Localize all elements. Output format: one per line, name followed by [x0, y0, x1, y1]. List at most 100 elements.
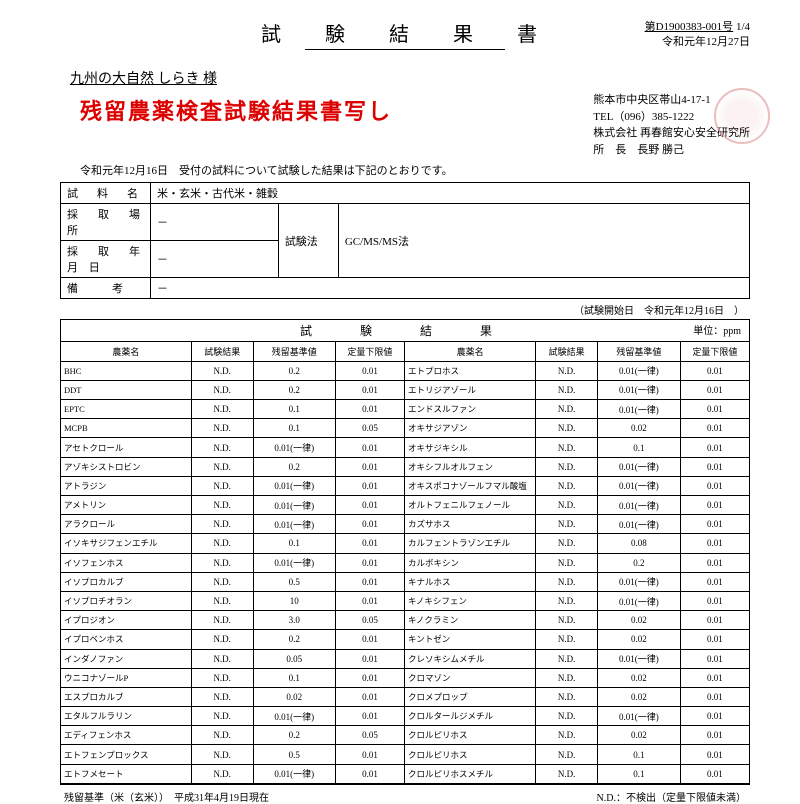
test-result: N.D. — [191, 726, 253, 745]
limit-value: 0.01 — [680, 707, 749, 726]
test-result: N.D. — [191, 361, 253, 380]
limit-value: 0.01 — [680, 668, 749, 687]
test-result: N.D. — [536, 707, 598, 726]
test-result: N.D. — [191, 476, 253, 495]
result-row: イソプロカルブN.D.0.50.01 — [61, 572, 404, 591]
page-number: 1/4 — [736, 21, 750, 33]
result-row: エタルフルラリンN.D.0.01(一律)0.01 — [61, 707, 404, 726]
pesticide-name: キナルホス — [405, 572, 536, 591]
pesticide-name: オルトフェニルフェノール — [405, 496, 536, 515]
standard-value: 0.1 — [598, 764, 681, 783]
test-result: N.D. — [536, 572, 598, 591]
results-right-col: 農薬名 試験結果 残留基準値 定量下限値 エトプロホスN.D.0.01(一律)0… — [405, 342, 749, 784]
pesticide-name: オキスポコナゾールフマル酸塩 — [405, 476, 536, 495]
result-row: クロルピリホスN.D.0.020.01 — [405, 726, 749, 745]
standard-value: 0.2 — [253, 630, 335, 649]
result-row: カルフェントラゾンエチルN.D.0.080.01 — [405, 534, 749, 553]
standard-value: 0.01(一律) — [598, 400, 681, 419]
pesticide-name: インダノファン — [61, 649, 191, 668]
results-header: 試 験 結 果 単位：ppm — [61, 320, 749, 342]
pesticide-name: イプロベンホス — [61, 630, 191, 649]
limit-value: 0.01 — [680, 400, 749, 419]
standard-value: 0.02 — [598, 726, 681, 745]
hdr-limit: 定量下限値 — [335, 342, 404, 361]
hdr-std: 残留基準値 — [253, 342, 335, 361]
pesticide-name: エディフェンホス — [61, 726, 191, 745]
standard-value: 0.5 — [253, 572, 335, 591]
issue-date: 令和元年12月27日 — [662, 36, 750, 48]
test-result: N.D. — [191, 419, 253, 438]
footer-right: N.D.：不検出（定量下限値未満） — [597, 789, 746, 804]
standard-value: 0.2 — [598, 553, 681, 572]
pesticide-name: エスプロカルブ — [61, 687, 191, 706]
results-section: 試 験 結 果 単位：ppm 農薬名 試験結果 残留基準値 定量下限値 BHCN… — [60, 319, 750, 785]
standard-value: 10 — [253, 591, 335, 610]
result-row: エンドスルファンN.D.0.01(一律)0.01 — [405, 400, 749, 419]
test-start-note: （試験開始日 令和元年12月16日 ） — [60, 302, 744, 317]
standard-value: 0.01(一律) — [598, 476, 681, 495]
result-row: クロマゾンN.D.0.020.01 — [405, 668, 749, 687]
result-row: カズサホスN.D.0.01(一律)0.01 — [405, 515, 749, 534]
header-meta: 第D1900383-001号 1/4 令和元年12月27日 — [645, 20, 750, 51]
pesticide-name: クロルピリホス — [405, 745, 536, 764]
standard-value: 0.1 — [253, 419, 335, 438]
pesticide-name: アメトリン — [61, 496, 191, 515]
standard-value: 0.08 — [598, 534, 681, 553]
pesticide-name: アトラジン — [61, 476, 191, 495]
test-result: N.D. — [191, 534, 253, 553]
hdr-result: 試験結果 — [536, 342, 598, 361]
test-result: N.D. — [191, 649, 253, 668]
test-result: N.D. — [536, 400, 598, 419]
result-row: イプロジオンN.D.3.00.05 — [61, 611, 404, 630]
results-title: 試 験 結 果 — [300, 324, 510, 338]
limit-value: 0.01 — [335, 515, 404, 534]
standard-value: 0.02 — [253, 687, 335, 706]
pesticide-name: エトフメセート — [61, 764, 191, 783]
pesticide-name: イソキサジフェンエチル — [61, 534, 191, 553]
standard-value: 0.1 — [253, 668, 335, 687]
test-result: N.D. — [191, 591, 253, 610]
pesticide-name: キノキシフェン — [405, 591, 536, 610]
result-row: オルトフェニルフェノールN.D.0.01(一律)0.01 — [405, 496, 749, 515]
test-result: N.D. — [191, 496, 253, 515]
standard-value: 0.01(一律) — [253, 476, 335, 495]
result-row: エディフェンホスN.D.0.20.05 — [61, 726, 404, 745]
pesticide-name: MCPB — [61, 419, 191, 438]
col-header-row: 農薬名 試験結果 残留基準値 定量下限値 — [405, 342, 749, 361]
limit-value: 0.01 — [335, 361, 404, 380]
result-row: インダノファンN.D.0.050.01 — [61, 649, 404, 668]
pesticide-name: クロルタールジメチル — [405, 707, 536, 726]
pesticide-name: アラクロール — [61, 515, 191, 534]
result-row: キノクラミンN.D.0.020.01 — [405, 611, 749, 630]
standard-value: 0.1 — [598, 745, 681, 764]
standard-value: 0.01(一律) — [253, 764, 335, 783]
intro-text: 令和元年12月16日 受付の試料について試験した結果は下記のとおりです。 — [80, 162, 750, 178]
pesticide-name: DDT — [61, 380, 191, 399]
standard-value: 0.02 — [598, 668, 681, 687]
test-result: N.D. — [536, 361, 598, 380]
standard-value: 0.01(一律) — [598, 515, 681, 534]
test-result: N.D. — [536, 649, 598, 668]
pesticide-name: EPTC — [61, 400, 191, 419]
limit-value: 0.01 — [335, 687, 404, 706]
pesticide-name: クロルピリホス — [405, 726, 536, 745]
result-row: クロルピリホスメチルN.D.0.10.01 — [405, 764, 749, 783]
pesticide-name: イソフェンホス — [61, 553, 191, 572]
pesticide-name: クロルピリホスメチル — [405, 764, 536, 783]
pesticide-name: オキサジキシル — [405, 438, 536, 457]
result-row: クロメプロップN.D.0.020.01 — [405, 687, 749, 706]
result-row: イプロベンホスN.D.0.20.01 — [61, 630, 404, 649]
pesticide-name: カルフェントラゾンエチル — [405, 534, 536, 553]
result-row: クロルタールジメチルN.D.0.01(一律)0.01 — [405, 707, 749, 726]
limit-value: 0.01 — [335, 707, 404, 726]
limit-value: 0.01 — [335, 496, 404, 515]
place-value: － — [151, 204, 279, 241]
result-row: エトプロホスN.D.0.01(一律)0.01 — [405, 361, 749, 380]
footer: 残留基準（米（玄米）） 平成31年4月19日現在 N.D.：不検出（定量下限値未… — [60, 789, 750, 804]
standard-value: 0.1 — [253, 400, 335, 419]
result-row: オキサジキシルN.D.0.10.01 — [405, 438, 749, 457]
test-result: N.D. — [191, 630, 253, 649]
unit-note: 単位：ppm — [693, 322, 741, 337]
pesticide-name: クロマゾン — [405, 668, 536, 687]
limit-value: 0.05 — [335, 419, 404, 438]
